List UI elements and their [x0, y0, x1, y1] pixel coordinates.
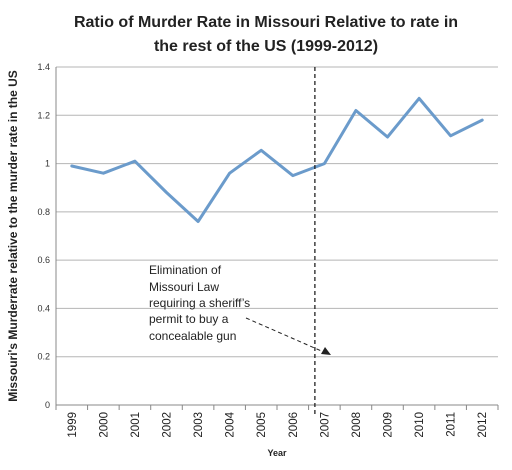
x-tick-label: 2011: [446, 412, 458, 437]
gridlines: [56, 66, 498, 358]
y-tick-label: 0.6: [37, 255, 50, 265]
chart-title-line-1: Ratio of Murder Rate in Missouri Relativ…: [74, 14, 458, 31]
x-tick-label: 2006: [288, 412, 300, 438]
x-tick-label: 2000: [98, 412, 110, 438]
y-tick-label: 0.8: [37, 207, 50, 217]
x-tick-label: 2008: [351, 412, 363, 438]
series-line: [70, 96, 484, 223]
x-tick-label: 2004: [225, 411, 237, 437]
x-tick-label: 1999: [67, 412, 79, 438]
annotation-line-1: Elimination of: [149, 263, 222, 277]
y-tick-label: 0.4: [37, 303, 50, 313]
x-tick-label: 2003: [193, 412, 205, 438]
x-tick-marks: [55, 405, 499, 410]
x-tick-labels: 1999 2000 2001 2002 2003 2004 2005 2006 2007 2008…: [67, 411, 489, 437]
annotation: Elimination of Missouri Law requiring a …: [149, 263, 331, 355]
chart-title-line-2: the rest of the US (1999-2012): [154, 38, 378, 55]
y-tick-label: 0.2: [37, 352, 50, 362]
y-tick-label: 0: [45, 400, 50, 410]
x-tick-label: 2007: [319, 412, 331, 438]
y-tick-label: 1: [45, 159, 50, 169]
x-tick-label: 2001: [130, 412, 142, 438]
x-tick-label: 2012: [477, 412, 489, 438]
x-tick-label: 2005: [256, 412, 268, 438]
annotation-line-2: Missouri Law: [149, 280, 219, 294]
x-tick-label: 2009: [383, 412, 395, 438]
x-tick-label: 2010: [414, 412, 426, 438]
annotation-line-3: requiring a sheriff’s: [149, 296, 250, 310]
annotation-line-5: concealable gun: [149, 329, 236, 343]
y-tick-label: 1.4: [37, 62, 50, 72]
y-axis-title: Missouri's Murderrate relative to the mu…: [6, 70, 20, 402]
annotation-arrowhead: [321, 347, 331, 355]
x-tick-label: 2002: [162, 412, 174, 438]
annotation-line-4: permit to buy a: [149, 312, 229, 326]
x-axis-title: Year: [267, 448, 287, 458]
y-tick-labels: 0 0.2 0.4 0.6 0.8 1 1.2 1.4: [37, 62, 50, 410]
y-tick-label: 1.2: [37, 110, 50, 120]
annotation-arrow: [245, 317, 327, 354]
